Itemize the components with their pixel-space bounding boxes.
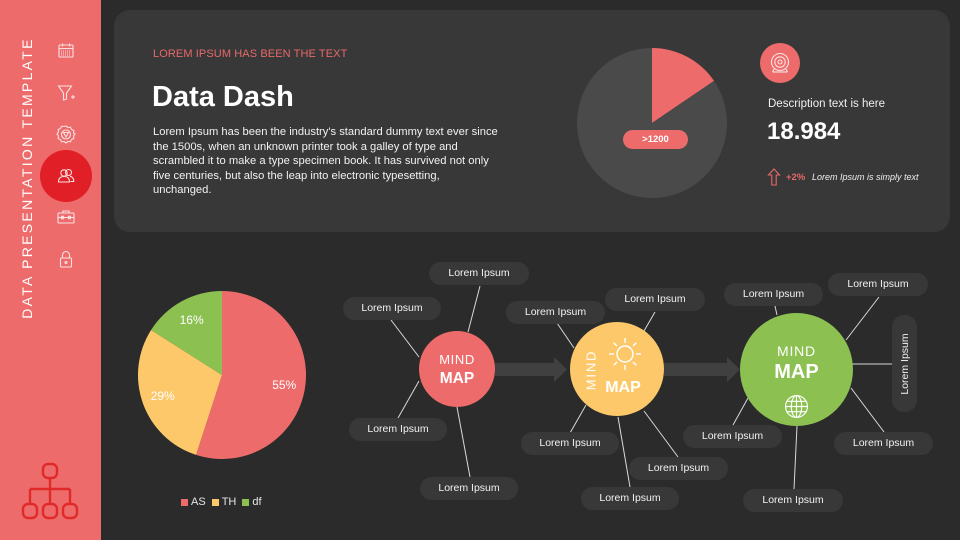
node-1-bottom-text: MAP bbox=[439, 370, 475, 387]
funnel-plus-icon[interactable] bbox=[56, 83, 76, 103]
branch-pill[interactable]: Lorem Ipsum bbox=[343, 297, 441, 320]
lock-icon[interactable] bbox=[56, 249, 76, 269]
branch-label: Lorem Ipsum bbox=[742, 288, 805, 300]
pie-slice bbox=[652, 48, 715, 123]
branch-pill[interactable]: Lorem Ipsum bbox=[349, 418, 447, 441]
branch-label: Lorem Ipsum bbox=[701, 430, 764, 442]
legend-item-th: TH bbox=[211, 496, 237, 508]
page-title: Data Dash bbox=[152, 81, 294, 113]
flow-arrow-2 bbox=[664, 357, 740, 382]
branch-pill[interactable]: Lorem Ipsum bbox=[581, 487, 679, 510]
node-1-top-text: MIND bbox=[439, 352, 475, 367]
branch-pill[interactable]: Lorem Ipsum bbox=[828, 273, 928, 296]
header-card bbox=[114, 10, 950, 232]
branch-label: Lorem Ipsum bbox=[847, 278, 909, 290]
sidebar: DATA PRESENTATION TEMPLATE bbox=[0, 0, 101, 540]
pie-label-th: 29% bbox=[150, 389, 175, 404]
pie-slice bbox=[196, 291, 306, 459]
branch-label: Lorem Ipsum bbox=[624, 293, 686, 305]
node-2-top-text: MIND bbox=[583, 349, 599, 391]
branch-lines bbox=[390, 285, 892, 490]
sun-icon bbox=[609, 338, 641, 370]
legend-label-as: AS bbox=[191, 496, 206, 508]
branch-pill[interactable]: Lorem Ipsum bbox=[605, 288, 705, 311]
arrow-up-icon bbox=[767, 168, 781, 186]
legend-swatch-df bbox=[242, 498, 250, 506]
pie-slice bbox=[151, 291, 222, 375]
branch-label: Lorem Ipsum bbox=[647, 462, 710, 474]
stat-change: +2% bbox=[786, 172, 806, 183]
mind-map-node-2[interactable]: MIND MAP bbox=[570, 322, 664, 416]
header-kicker: LOREM IPSUM HAS BEEN THE TEXT bbox=[153, 48, 348, 60]
branch-pill[interactable]: Lorem Ipsum bbox=[429, 262, 529, 285]
node-3-top-text: MIND bbox=[777, 343, 816, 359]
pie-label-df: 16% bbox=[179, 312, 204, 327]
legend-item-df: df bbox=[242, 496, 262, 508]
pie-slice bbox=[577, 48, 727, 198]
mind-map-node-3[interactable]: MIND MAP bbox=[740, 313, 853, 426]
branch-pill-vertical[interactable]: Lorem Ipsum bbox=[892, 315, 917, 412]
header-description: Lorem Ipsum has been the industry's stan… bbox=[153, 126, 498, 197]
flow-arrow-1 bbox=[495, 357, 567, 382]
pie-label-as: 55% bbox=[272, 377, 297, 392]
users-icon[interactable] bbox=[56, 166, 76, 186]
pie-legend: AS TH df bbox=[181, 495, 262, 509]
node-2-top-text-wrap: MIND bbox=[581, 347, 601, 393]
branch-pill[interactable]: Lorem Ipsum bbox=[683, 425, 782, 448]
calendar-icon[interactable] bbox=[56, 41, 76, 61]
branch-label: Lorem Ipsum bbox=[438, 482, 500, 494]
node-3-bottom-text: MAP bbox=[774, 361, 819, 383]
stat-note: Lorem Ipsum is simply text bbox=[812, 172, 919, 182]
branch-label: Lorem Ipsum bbox=[898, 332, 911, 395]
node-2-bottom-text: MAP bbox=[605, 379, 641, 396]
branch-pill[interactable]: Lorem Ipsum bbox=[420, 477, 518, 500]
gauge-pie-chart bbox=[577, 48, 727, 198]
branch-label: Lorem Ipsum bbox=[762, 494, 824, 506]
stat-description: Description text is here bbox=[768, 98, 885, 110]
gauge-badge: >1200 bbox=[623, 130, 688, 149]
org-chart-icon bbox=[20, 461, 80, 521]
pie-slice bbox=[138, 329, 222, 455]
stat-value: 18.984 bbox=[767, 118, 841, 145]
branch-label: Lorem Ipsum bbox=[524, 306, 587, 318]
branch-label: Lorem Ipsum bbox=[852, 437, 915, 449]
branch-pill[interactable]: Lorem Ipsum bbox=[629, 457, 728, 480]
branch-label: Lorem Ipsum bbox=[361, 302, 423, 314]
branch-label: Lorem Ipsum bbox=[539, 437, 601, 449]
legend-item-as: AS bbox=[181, 496, 206, 508]
gear-icon[interactable] bbox=[56, 124, 76, 144]
branch-pill[interactable]: Lorem Ipsum bbox=[506, 301, 605, 324]
legend-swatch-th bbox=[211, 498, 219, 506]
mind-map-node-1[interactable]: MIND MAP bbox=[419, 331, 495, 407]
branch-label: Lorem Ipsum bbox=[599, 492, 661, 504]
pie-chart bbox=[138, 291, 306, 459]
globe-icon bbox=[784, 394, 809, 419]
branch-pill[interactable]: Lorem Ipsum bbox=[834, 432, 933, 455]
legend-label-th: TH bbox=[221, 496, 237, 508]
legend-swatch-as bbox=[181, 498, 188, 506]
legend-label-df: df bbox=[252, 496, 262, 508]
briefcase-icon[interactable] bbox=[56, 207, 76, 227]
branch-pill[interactable]: Lorem Ipsum bbox=[521, 432, 619, 455]
branch-label: Lorem Ipsum bbox=[448, 267, 510, 279]
branch-pill[interactable]: Lorem Ipsum bbox=[743, 489, 843, 512]
branch-pill[interactable]: Lorem Ipsum bbox=[724, 283, 823, 306]
target-icon bbox=[760, 43, 800, 83]
branch-label: Lorem Ipsum bbox=[367, 423, 429, 435]
